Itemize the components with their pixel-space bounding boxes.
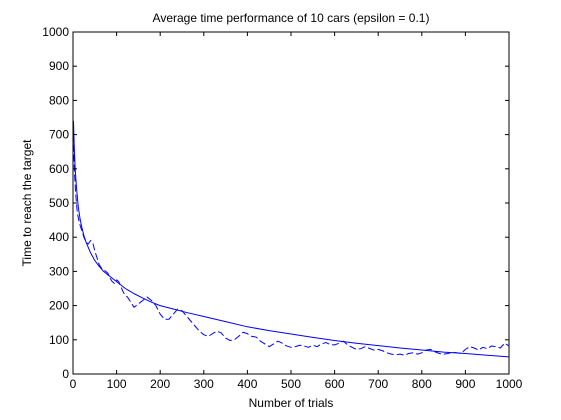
- series-line-solid: [72, 120, 510, 358]
- y-tick-label: 1000: [42, 25, 69, 39]
- y-tick-label: 300: [49, 264, 69, 278]
- x-axis-title: Number of trials: [249, 396, 334, 410]
- x-tick-label: 400: [237, 377, 257, 391]
- x-tick-label: 800: [412, 377, 432, 391]
- y-tick-label: 0: [62, 367, 69, 381]
- tick-layer: 0 100 200 300 400 500 600 700 800 900 1000 0 100 200 3…: [42, 25, 522, 391]
- y-tick-label: 400: [49, 230, 69, 244]
- y-axis-title: Time to reach the target: [20, 139, 34, 267]
- y-tick-label: 800: [49, 93, 69, 107]
- x-tick-label: 700: [368, 377, 388, 391]
- x-tick-label: 300: [194, 377, 214, 391]
- x-tick-label: 100: [107, 377, 127, 391]
- y-tick-label: 200: [49, 299, 69, 313]
- x-tick-label: 200: [150, 377, 170, 391]
- y-tick-label: 900: [49, 59, 69, 73]
- plot-area: [73, 32, 509, 374]
- x-tick-label: 0: [70, 377, 77, 391]
- x-tick-label: 600: [325, 377, 345, 391]
- x-tick-label: 900: [455, 377, 475, 391]
- series-layer: [72, 120, 510, 358]
- series-line-dashed: [72, 134, 510, 356]
- y-tick-label: 700: [49, 128, 69, 142]
- x-tick-label: 1000: [496, 377, 523, 391]
- y-tick-label: 100: [49, 333, 69, 347]
- chart-title: Average time performance of 10 cars (eps…: [153, 11, 430, 25]
- y-tick-label: 600: [49, 162, 69, 176]
- y-tick-label: 500: [49, 196, 69, 210]
- x-tick-label: 500: [281, 377, 301, 391]
